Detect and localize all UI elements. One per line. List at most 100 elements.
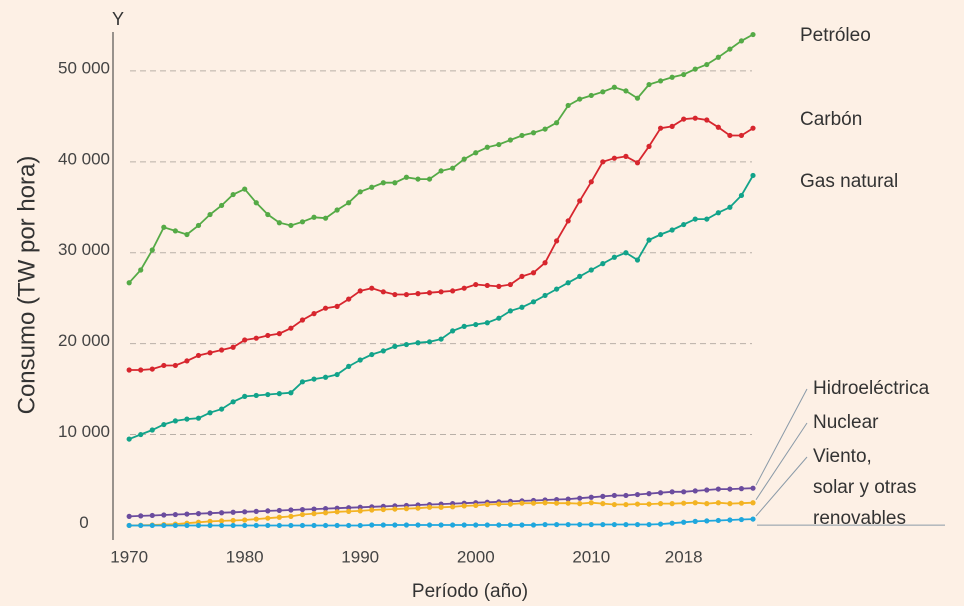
data-point — [450, 328, 456, 334]
data-point — [242, 509, 248, 515]
data-point — [704, 487, 710, 493]
data-point — [681, 116, 687, 122]
data-point — [334, 522, 340, 529]
data-point — [565, 102, 571, 109]
y-tick-label: 20 000 — [58, 331, 110, 350]
data-point — [623, 88, 629, 94]
data-point — [242, 522, 248, 529]
data-point — [634, 257, 641, 263]
data-point — [507, 522, 514, 528]
data-point — [657, 490, 664, 496]
data-point — [692, 500, 698, 506]
data-point — [727, 501, 733, 507]
data-point — [484, 522, 490, 528]
data-point — [357, 504, 363, 510]
data-point — [577, 198, 583, 204]
data-point — [276, 220, 282, 226]
x-tick-label: 1970 — [110, 547, 148, 566]
data-point — [623, 250, 629, 256]
data-point — [172, 418, 178, 424]
data-point — [184, 522, 190, 529]
data-point — [530, 299, 537, 305]
data-point — [646, 81, 652, 88]
data-point — [657, 125, 664, 131]
data-point — [715, 500, 721, 506]
data-point — [473, 502, 479, 509]
data-point — [230, 517, 236, 524]
data-point — [692, 216, 698, 222]
data-point — [634, 160, 641, 166]
data-point — [299, 379, 306, 385]
data-point — [461, 503, 467, 509]
data-point — [577, 273, 583, 279]
data-point — [438, 168, 444, 174]
data-point — [715, 124, 721, 130]
data-point — [484, 282, 490, 289]
x-tick-label: 1980 — [226, 547, 264, 566]
data-point — [542, 292, 548, 299]
data-point — [161, 362, 167, 369]
data-point — [727, 46, 733, 52]
data-point — [126, 367, 132, 373]
data-point — [577, 501, 583, 507]
y-axis-letter: Y — [112, 9, 124, 29]
x-tick-label: 2000 — [457, 547, 495, 566]
series-label: Carbón — [800, 109, 863, 130]
data-point — [692, 518, 698, 524]
data-point — [577, 521, 583, 528]
data-point — [727, 486, 733, 492]
data-point — [681, 500, 687, 506]
data-point — [750, 516, 756, 522]
data-point — [738, 516, 745, 523]
data-point — [600, 493, 606, 499]
data-point — [288, 522, 294, 529]
data-point — [600, 521, 606, 528]
data-point — [738, 486, 745, 492]
data-point — [322, 305, 329, 311]
data-point — [334, 509, 340, 515]
data-point — [357, 288, 363, 294]
data-point — [357, 508, 363, 514]
data-point — [357, 357, 363, 363]
data-point — [161, 522, 167, 529]
data-point — [253, 508, 259, 514]
data-point — [161, 512, 167, 518]
data-point — [218, 406, 225, 412]
data-point — [380, 522, 386, 528]
data-point — [415, 176, 421, 182]
data-point — [299, 317, 306, 323]
data-point — [646, 521, 652, 528]
data-point — [299, 219, 306, 225]
data-point — [438, 504, 444, 510]
data-point — [369, 285, 375, 291]
y-tick-label: 0 — [79, 513, 88, 532]
data-point — [554, 286, 560, 292]
data-point — [507, 281, 514, 288]
data-point — [646, 501, 652, 507]
data-point — [750, 172, 756, 179]
data-point — [276, 391, 282, 397]
series-line — [129, 117, 754, 371]
data-point — [473, 522, 479, 528]
data-point — [138, 267, 144, 273]
data-point — [496, 315, 502, 321]
data-point — [230, 344, 236, 350]
data-point — [554, 238, 560, 244]
data-point — [542, 260, 548, 266]
data-point — [588, 494, 594, 500]
data-point — [195, 511, 202, 517]
data-point — [450, 504, 456, 510]
data-point — [738, 192, 745, 199]
data-point — [311, 506, 317, 512]
data-point — [392, 180, 398, 186]
data-point — [207, 410, 213, 416]
data-point — [623, 153, 629, 159]
data-point — [195, 222, 202, 229]
data-point — [554, 521, 560, 528]
data-point — [704, 61, 710, 68]
data-point — [138, 513, 144, 519]
data-point — [484, 144, 490, 150]
data-point — [184, 358, 190, 364]
data-point — [426, 522, 433, 528]
